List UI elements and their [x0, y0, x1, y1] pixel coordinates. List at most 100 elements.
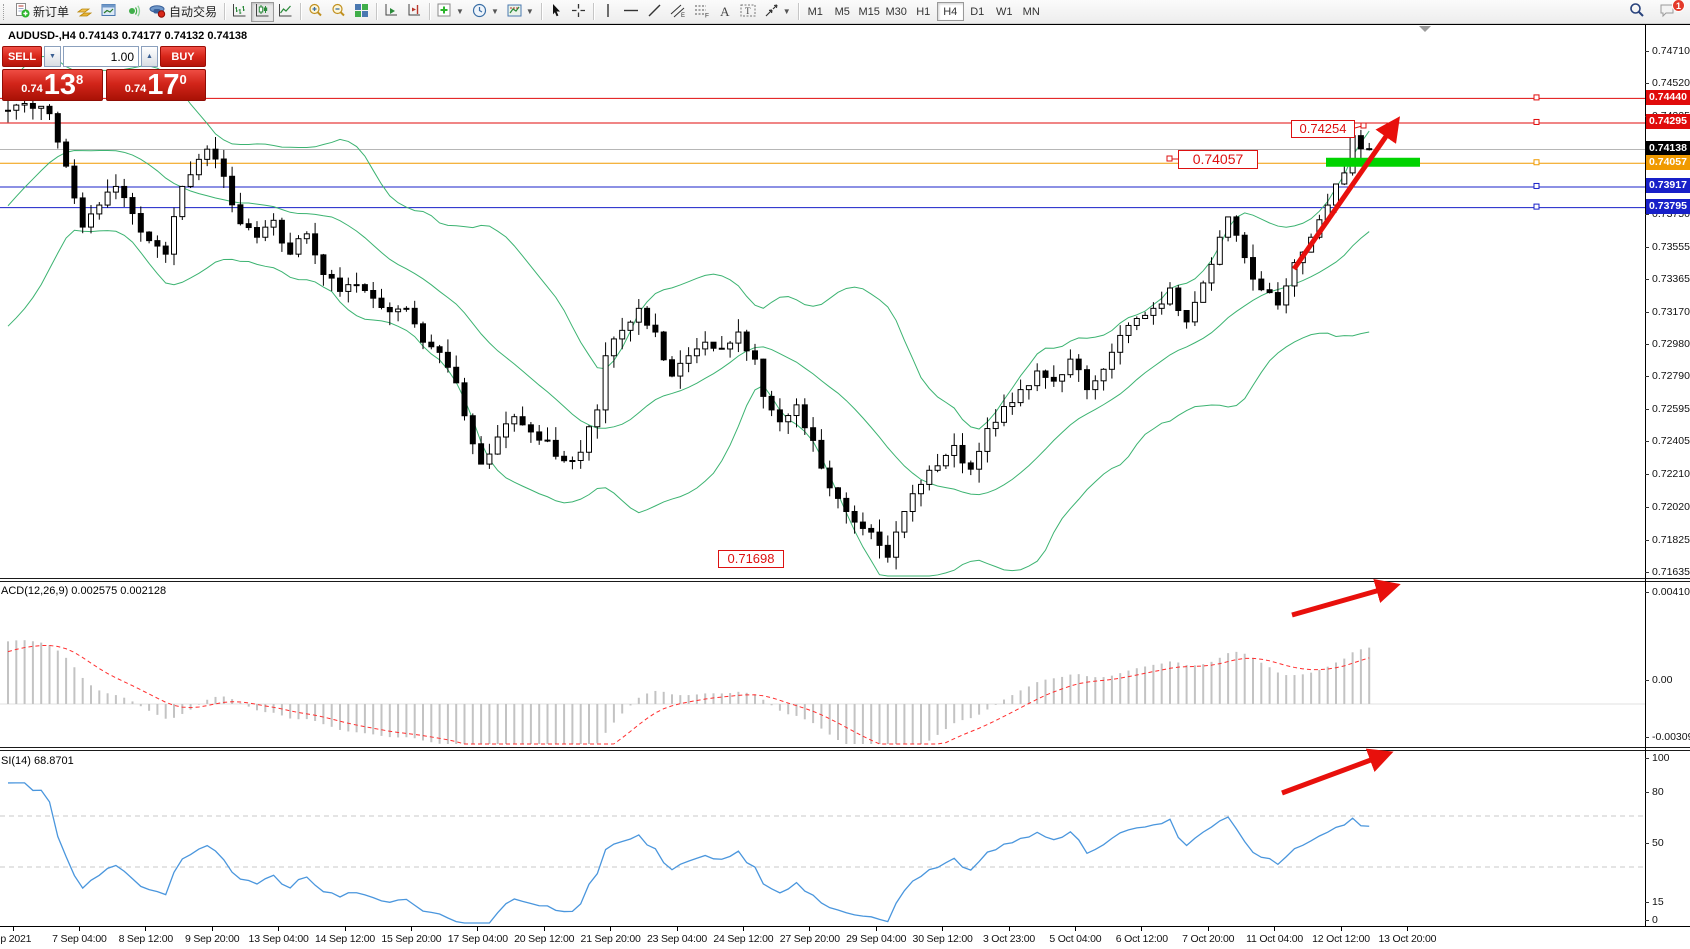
rsi-tick-mark: [1645, 792, 1649, 793]
main-chart-plot[interactable]: [0, 26, 1645, 578]
text-label-button[interactable]: T: [736, 2, 760, 22]
price-annotation-label[interactable]: 0.71698: [718, 550, 784, 568]
equidistant-channel-button[interactable]: E: [666, 2, 690, 22]
time-axis-label: 9 Sep 20:00: [184, 933, 240, 945]
time-axis[interactable]: ep 2021 7 Sep 04:00 8 Sep 12:00 9 Sep 20:00…: [0, 926, 1690, 949]
candles-chart-type-button[interactable]: [251, 1, 275, 22]
text-button[interactable]: A: [714, 2, 736, 22]
toolbar-grip: [3, 3, 8, 20]
search-button[interactable]: [1625, 2, 1649, 22]
timeframe-w1-button[interactable]: W1: [991, 2, 1018, 21]
price-tick-mark: [1645, 344, 1649, 345]
macd-panel-plot[interactable]: [0, 582, 1645, 747]
buy-price-panel[interactable]: 0.74 17 0: [105, 69, 206, 101]
zoom-out-button[interactable]: [327, 2, 350, 22]
price-tick-mark: [1645, 279, 1649, 280]
timeframe-h4-button[interactable]: H4: [936, 2, 964, 21]
toolbar-separator: [540, 3, 542, 20]
sell-button[interactable]: SELL: [2, 46, 42, 67]
time-tick-mark: [1141, 927, 1142, 931]
indicators-button[interactable]: ▼: [433, 2, 468, 22]
bar-chart-type-button[interactable]: [228, 2, 251, 22]
horizontal-line-button[interactable]: [619, 2, 643, 22]
price-tick-label: 0.72210: [1652, 468, 1690, 481]
panel-splitter[interactable]: [0, 578, 1690, 582]
svg-text:E: E: [681, 13, 685, 18]
price-tick-mark: [1645, 247, 1649, 248]
zoom-out-icon: [331, 3, 346, 21]
periods-button[interactable]: ▼: [468, 2, 503, 22]
price-annotation-label[interactable]: 0.74254: [1291, 120, 1355, 138]
volume-decrease-button[interactable]: ▼: [44, 46, 61, 67]
horizontal-line-icon: [623, 3, 639, 21]
chart-shift-button[interactable]: [403, 2, 426, 22]
rsi-tick-label: 50: [1652, 836, 1664, 849]
price-tick-mark: [1645, 214, 1649, 215]
timeframe-m1-button[interactable]: M1: [802, 2, 829, 21]
timeframe-d1-button[interactable]: D1: [964, 2, 991, 21]
volume-input[interactable]: [63, 46, 139, 67]
rsi-tick-mark: [1645, 920, 1649, 921]
buy-price-prefix: 0.74: [124, 83, 147, 95]
text-label-icon: T: [740, 3, 756, 21]
new-order-button[interactable]: 新订单: [11, 2, 73, 22]
time-axis-label: 7 Oct 20:00: [1182, 933, 1235, 945]
timeframe-h1-button[interactable]: H1: [910, 2, 937, 21]
auto-scroll-button[interactable]: [380, 2, 403, 22]
clock-icon: [472, 3, 487, 21]
notifications-button[interactable]: 1: [1655, 0, 1685, 22]
signals-button[interactable]: [121, 2, 145, 22]
time-tick-mark: [876, 927, 877, 931]
vertical-line-button[interactable]: [597, 2, 619, 22]
timeframe-m5-button[interactable]: M5: [829, 2, 856, 21]
price-tick-label: 0.71825: [1652, 533, 1690, 546]
crosshair-icon: [571, 3, 586, 21]
tile-windows-button[interactable]: [350, 2, 373, 22]
timeframe-m30-button[interactable]: M30: [883, 2, 910, 21]
crosshair-button[interactable]: [567, 2, 590, 22]
zoom-in-button[interactable]: [304, 2, 327, 22]
price-tick-label: 0.72405: [1652, 435, 1690, 448]
trendline-button[interactable]: [643, 2, 666, 22]
buy-button[interactable]: BUY: [160, 46, 206, 67]
time-axis-label: 8 Sep 12:00: [118, 933, 174, 945]
toolbar-separator: [592, 3, 594, 20]
sell-price-sup: 8: [75, 72, 84, 87]
time-tick-mark: [1208, 927, 1209, 931]
autotrading-button[interactable]: 自动交易: [145, 2, 221, 22]
text-icon: A: [720, 3, 730, 19]
time-axis-label: 13 Oct 20:00: [1378, 933, 1437, 945]
line-chart-type-button[interactable]: [274, 2, 297, 22]
arrows-icon: [764, 3, 779, 21]
price-tick-mark: [1645, 540, 1649, 541]
volume-increase-button[interactable]: ▲: [141, 46, 158, 67]
price-annotation-label[interactable]: 0.74057: [1178, 150, 1258, 169]
cursor-button[interactable]: [545, 2, 567, 22]
sell-price-panel[interactable]: 0.74 13 8: [2, 69, 103, 101]
time-tick-mark: [1341, 927, 1342, 931]
price-level-badge: 0.74440: [1646, 89, 1690, 105]
panel-splitter[interactable]: [0, 747, 1690, 751]
template-icon: [507, 3, 522, 21]
gold-symbols-button[interactable]: [73, 2, 97, 22]
timeframe-mn-button[interactable]: MN: [1018, 2, 1045, 21]
macd-tick-label: 0.004109: [1652, 586, 1690, 599]
templates-button[interactable]: ▼: [503, 2, 538, 22]
fibonacci-button[interactable]: F: [690, 2, 714, 22]
toolbar: 新订单 自动交易: [0, 0, 1690, 24]
price-level-badge: 0.74057: [1646, 154, 1690, 170]
arrows-button[interactable]: ▼: [760, 2, 795, 22]
rsi-panel-plot[interactable]: [0, 751, 1645, 926]
price-tick-label: 0.73170: [1652, 305, 1690, 318]
buy-price-big: 17: [147, 69, 180, 101]
sell-price-prefix: 0.74: [21, 83, 43, 95]
zoom-in-icon: [308, 3, 323, 21]
time-tick-mark: [411, 927, 412, 931]
chart-window-button[interactable]: [97, 2, 121, 22]
time-axis-label: 15 Sep 20:00: [381, 933, 442, 945]
autotrading-label: 自动交易: [169, 5, 218, 19]
time-tick-mark: [1407, 927, 1408, 931]
timeframe-m15-button[interactable]: M15: [856, 2, 883, 21]
time-tick-mark: [677, 927, 678, 931]
time-axis-label: 12 Oct 12:00: [1312, 933, 1370, 945]
